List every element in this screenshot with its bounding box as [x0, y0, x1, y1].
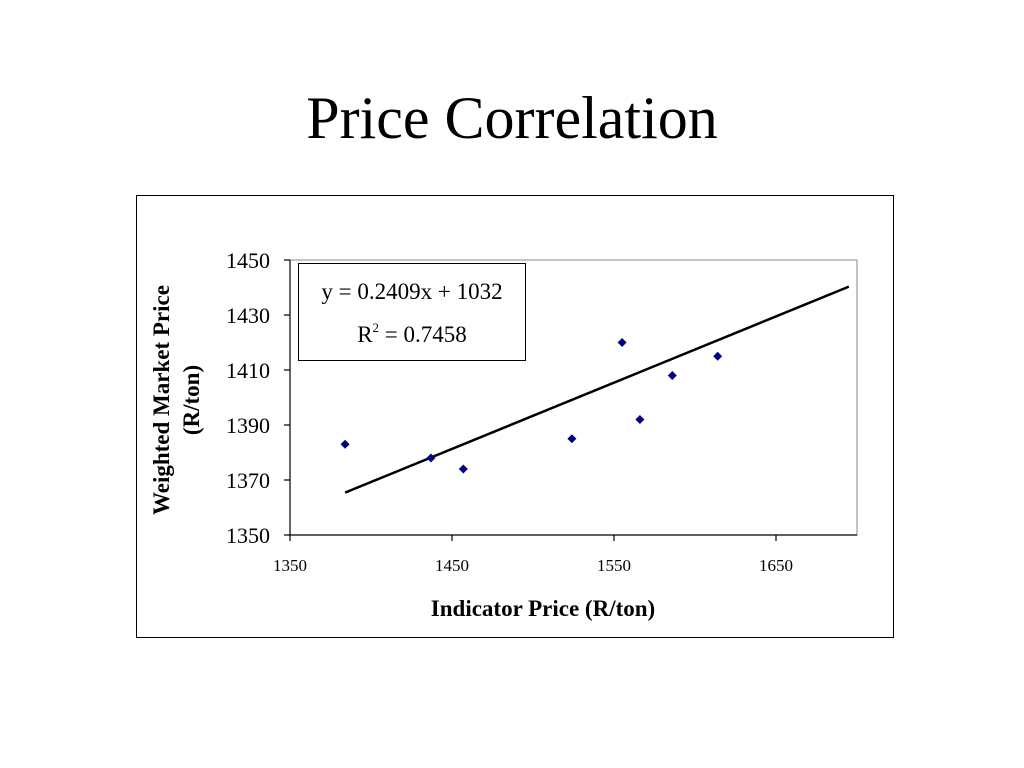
data-point	[567, 434, 577, 444]
y-axis-ticks: 1350 1370 1390 1410 1430 1450	[226, 248, 290, 548]
x-axis-ticks: 1350 1450 1550 1650	[273, 535, 793, 575]
y-axis-label-line-2: (R/ton)	[179, 364, 204, 436]
y-axis-label: Weighted Market Price (R/ton)	[147, 250, 207, 550]
data-point	[667, 371, 677, 380]
y-tick-label: 1350	[226, 523, 270, 548]
data-point	[426, 453, 436, 463]
data-point	[713, 351, 723, 361]
y-tick-label: 1450	[226, 248, 270, 273]
data-point	[635, 415, 645, 424]
y-tick-label: 1430	[226, 303, 270, 328]
y-tick-label: 1390	[226, 413, 270, 438]
trendline-equation-box: y = 0.2409x + 1032 R2 = 0.7458	[298, 263, 526, 361]
trendline-equation: y = 0.2409x + 1032	[321, 279, 503, 304]
x-tick-label: 1550	[597, 556, 631, 575]
slide-title: Price Correlation	[306, 85, 718, 151]
y-tick-label: 1410	[226, 358, 270, 383]
data-point	[458, 464, 468, 474]
r-squared-label: R2 = 0.7458	[299, 310, 525, 353]
y-axis-label-line-1: Weighted Market Price	[149, 285, 174, 515]
y-tick-label: 1370	[226, 468, 270, 493]
data-point	[617, 338, 627, 347]
r-squared-value: = 0.7458	[379, 322, 467, 347]
data-points	[340, 338, 723, 474]
r-squared-exponent: 2	[372, 320, 380, 335]
x-tick-label: 1350	[273, 556, 307, 575]
r-squared-symbol: R	[357, 322, 373, 347]
x-tick-label: 1650	[759, 556, 793, 575]
data-point	[340, 439, 350, 449]
chart-frame	[136, 195, 894, 638]
x-tick-label: 1450	[435, 556, 469, 575]
x-axis-label: Indicator Price (R/ton)	[430, 596, 656, 621]
